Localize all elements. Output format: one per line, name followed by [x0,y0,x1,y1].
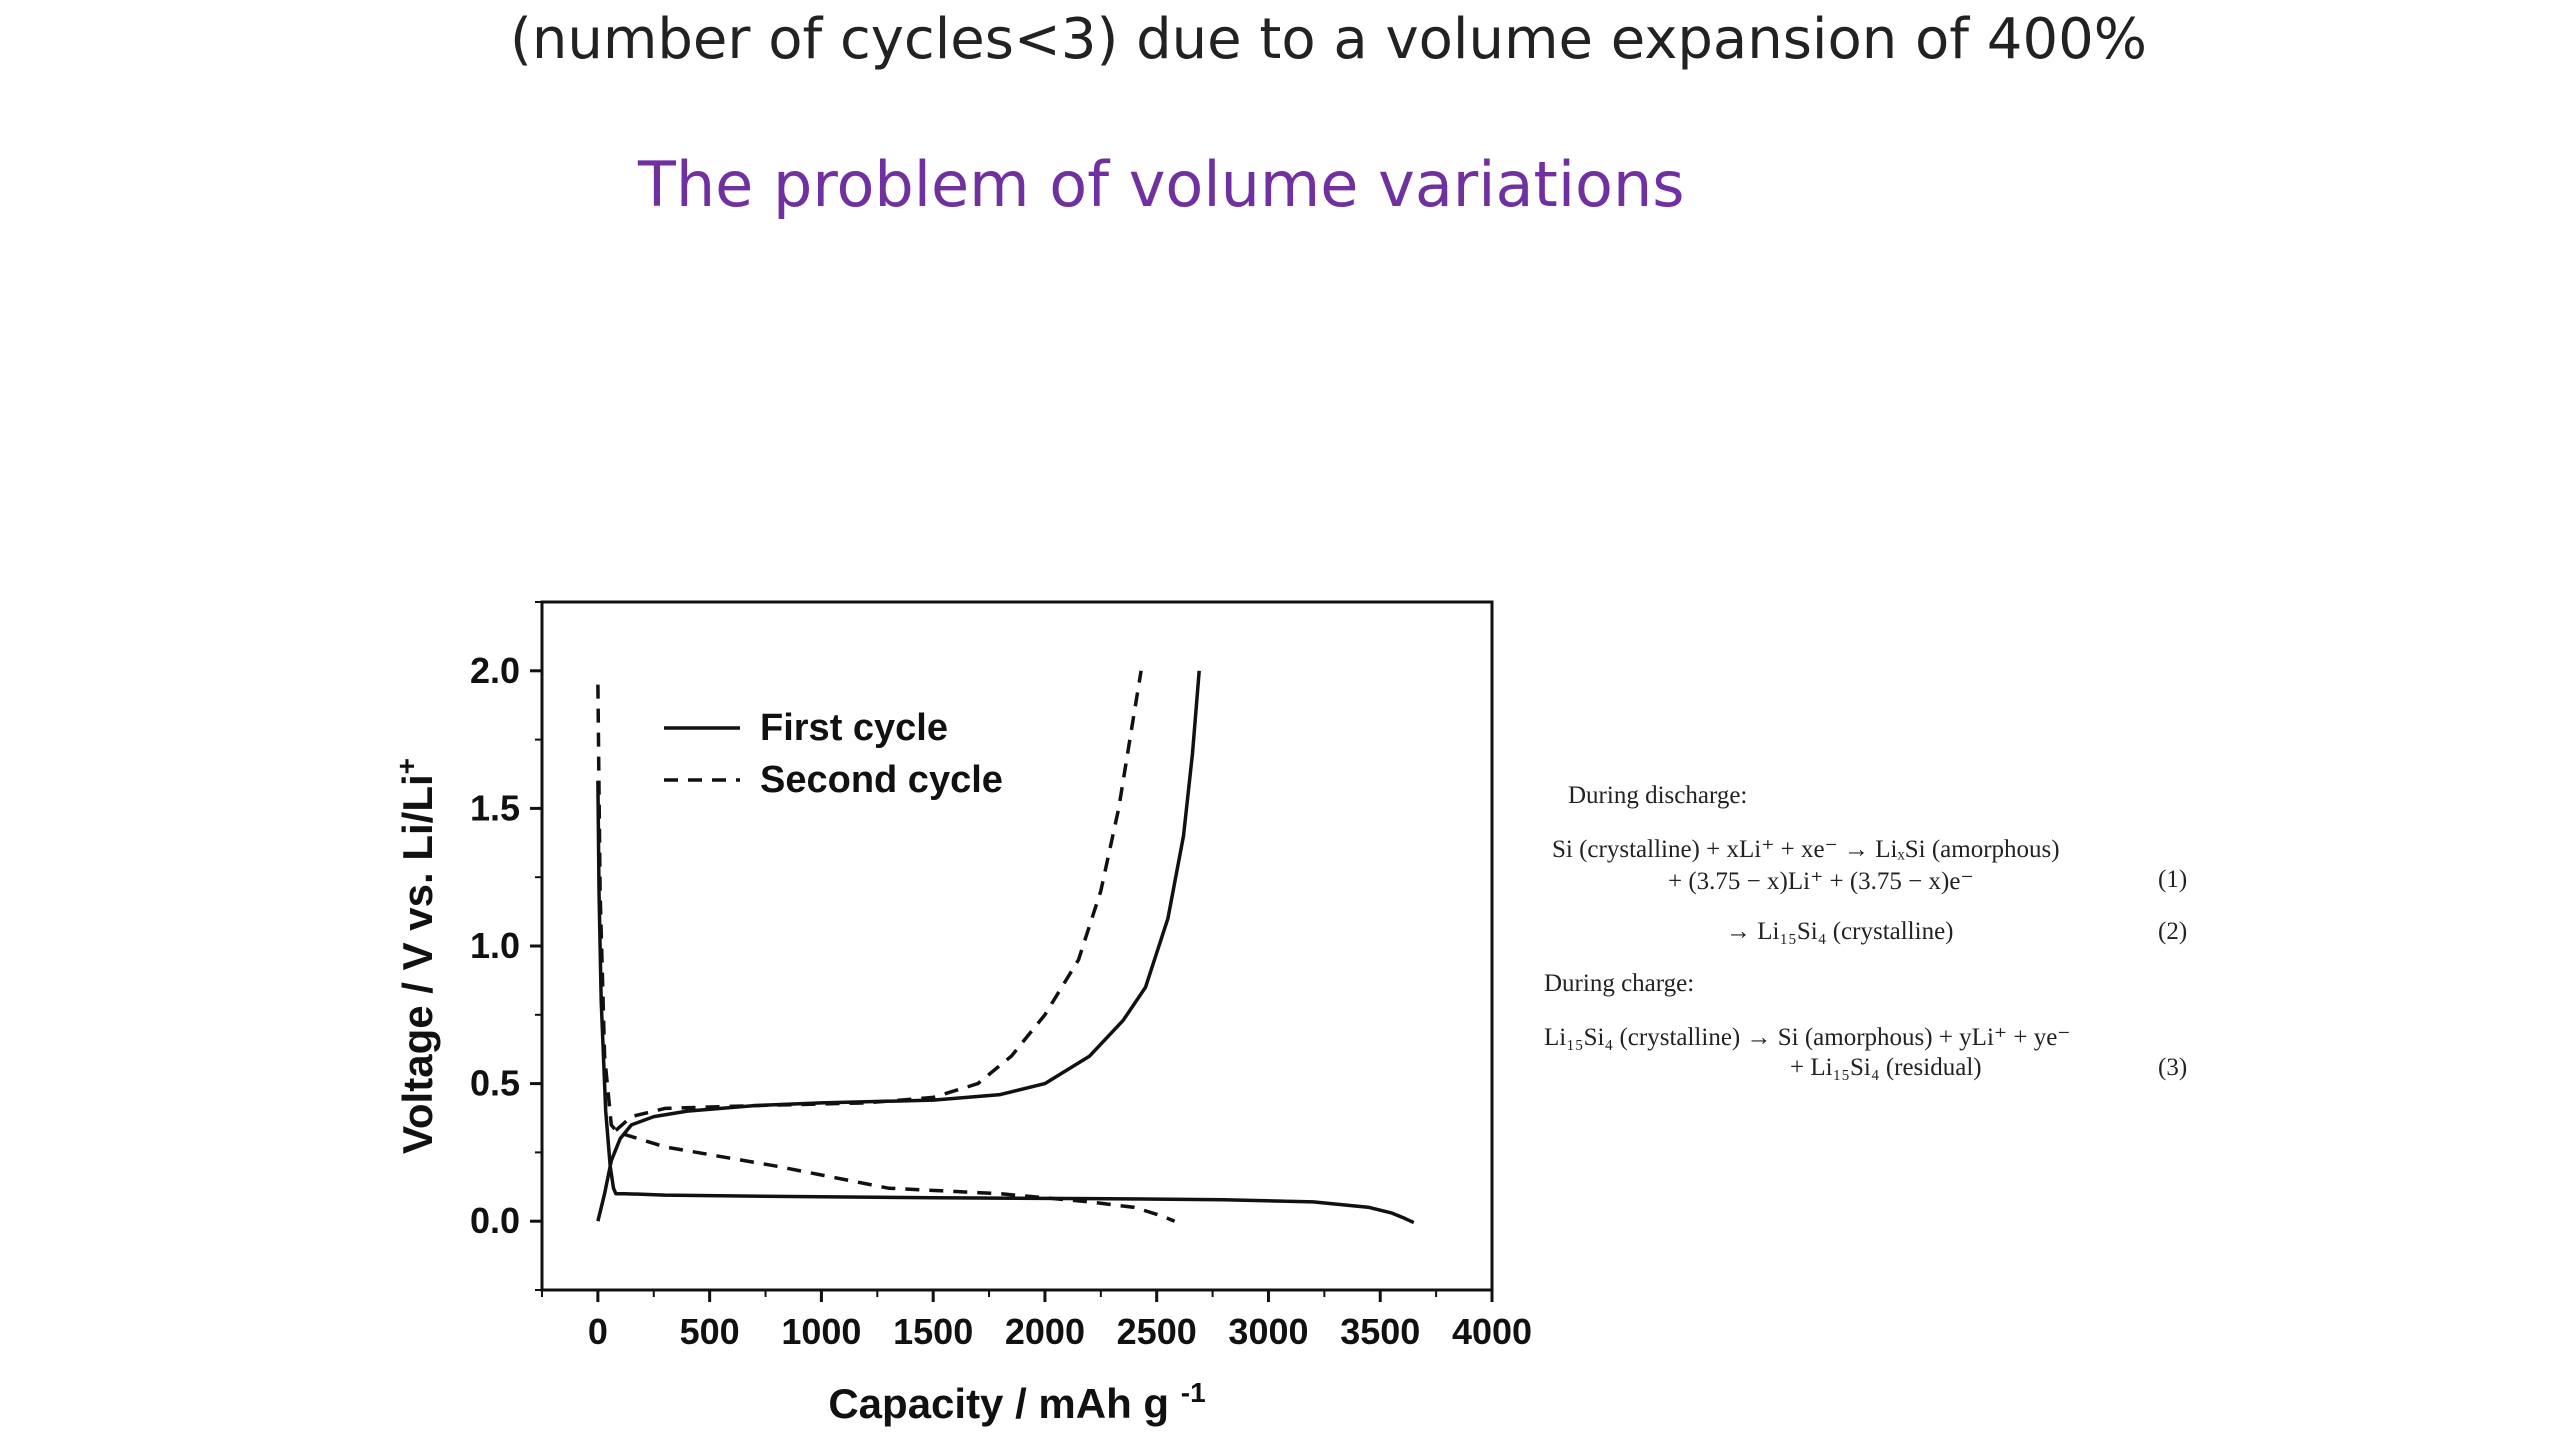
x-tick-label: 2500 [1117,1311,1197,1352]
y-tick-label: 0.0 [470,1200,520,1241]
equation-3-number: (3) [2158,1054,2188,1081]
charge-heading: During charge: [1544,970,1695,997]
equation-1-number: (1) [2158,866,2188,893]
plot-frame [540,600,1494,1292]
y-tick-label: 0.5 [470,1063,520,1104]
x-tick-label: 3000 [1228,1311,1308,1352]
legend-label: Second cycle [760,759,1003,801]
y-axis-label: Voltage / V vs. Li/Li+ [391,758,441,1154]
equation-1-line-2: + (3.75 − x)Li⁺ + (3.75 − x)e⁻ [1668,868,1974,895]
x-tick-label: 1000 [781,1311,861,1352]
equation-3-line-1: Li₁₅Si₄ (crystalline) → Si (amorphous) +… [1544,1024,2071,1051]
slide-title: The problem of volume variations [638,148,1685,221]
y-tick-label: 1.0 [470,925,520,966]
x-tick-label: 500 [680,1311,740,1352]
slide-header-text: (number of cycles<3) due to a volume exp… [510,7,2147,72]
equation-3-line-2: + Li₁₅Si₄ (residual) [1790,1054,1982,1081]
reaction-equations-panel: During discharge: Si (crystalline) + xLi… [1540,782,2220,1102]
y-tick-label: 1.5 [470,787,520,828]
voltage-capacity-chart: 0 500 1000 1500 2000 2500 3000 3500 4000 0.0 0.5 1.… [391,600,1532,1427]
series-2-discharge-curve [596,684,1176,1223]
series-1-charge-curve [596,670,1201,1222]
series-2-charge-curve [614,670,1143,1132]
x-tick-label: 2000 [1005,1311,1085,1352]
x-tick-label: 1500 [893,1311,973,1352]
equation-2-number: (2) [2158,918,2188,945]
x-tick-label: 0 [588,1311,608,1352]
x-tick-label: 4000 [1452,1311,1532,1352]
equation-2-line: → Li₁₅Si₄ (crystalline) [1726,918,1954,945]
legend-label: First cycle [760,707,948,749]
discharge-heading: During discharge: [1568,782,1748,809]
x-axis-label: Capacity / mAh g -1 [828,1377,1205,1427]
equation-1-line-1: Si (crystalline) + xLi⁺ + xe⁻ → LiₓSi (a… [1552,836,2060,863]
y-tick-label: 2.0 [470,650,520,691]
x-tick-label: 3500 [1340,1311,1420,1352]
series-1-discharge-curve [596,780,1415,1225]
